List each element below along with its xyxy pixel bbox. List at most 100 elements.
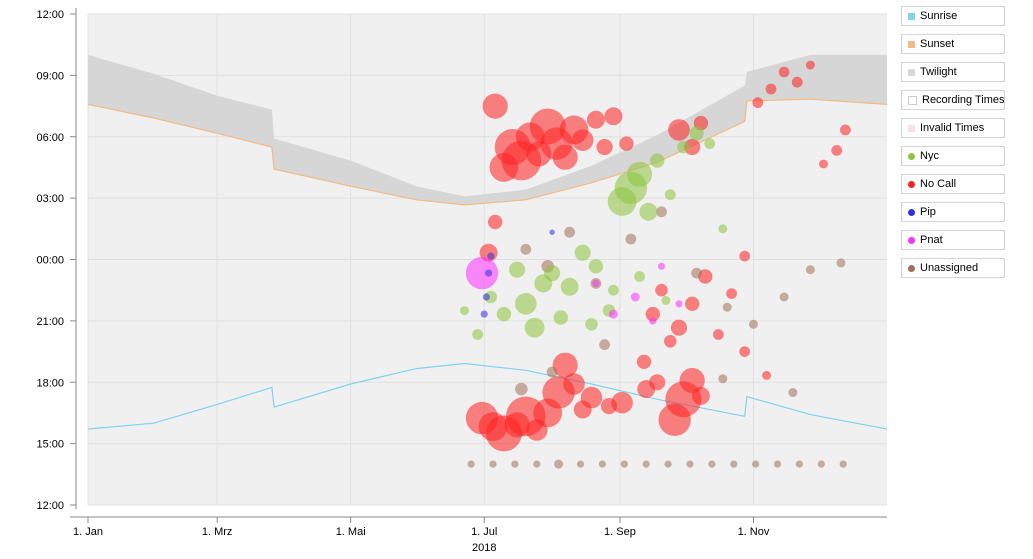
legend-item-pip[interactable]: Pip <box>901 202 1005 222</box>
point-nyc <box>704 138 716 150</box>
point-unassigned <box>642 460 650 468</box>
y-tick-label: 12:00 <box>36 9 64 21</box>
point-nyc <box>689 126 704 141</box>
point-nyc <box>588 259 604 274</box>
point-no-call <box>563 373 585 395</box>
point-pnat <box>630 292 640 302</box>
legend-label: Unassigned <box>920 262 979 274</box>
point-nyc <box>718 224 728 234</box>
legend-label: Pip <box>920 206 936 218</box>
point-pnat <box>465 256 499 290</box>
legend-item-unassigned[interactable]: Unassigned <box>901 258 1005 278</box>
point-unassigned <box>749 319 758 329</box>
point-nyc <box>574 244 591 261</box>
axes: 12:00 09:00 06:00 03:00 00:00 21:00 18:00 15:00… <box>36 9 769 554</box>
point-pip <box>487 252 495 260</box>
point-pip <box>480 310 488 318</box>
point-unassigned <box>546 366 558 378</box>
point-unassigned <box>620 460 628 468</box>
point-pip <box>549 229 555 235</box>
legend-label: Recording Times <box>922 94 1004 106</box>
point-no-call <box>668 119 690 141</box>
x-tick-label: 1. Mai <box>336 526 366 538</box>
point-unassigned <box>718 374 728 384</box>
point-unassigned <box>533 460 541 468</box>
legend-label: Sunset <box>920 38 955 50</box>
point-no-call <box>552 352 578 378</box>
point-no-call <box>840 124 851 136</box>
point-no-call <box>679 367 705 394</box>
point-no-call <box>819 159 828 169</box>
legend-swatch <box>908 68 915 76</box>
legend-item-recording-times[interactable]: Recording Times <box>901 90 1005 110</box>
legend-item-no-call[interactable]: No Call <box>901 174 1005 194</box>
legend-swatch <box>908 180 915 188</box>
point-pip <box>482 293 490 301</box>
sun-lines <box>87 98 888 430</box>
point-no-call <box>713 329 724 340</box>
point-no-call <box>611 391 633 414</box>
point-unassigned <box>773 460 782 468</box>
point-no-call <box>762 370 772 380</box>
legend-swatch <box>908 12 915 20</box>
legend-swatch <box>908 152 915 160</box>
point-no-call <box>552 144 578 170</box>
legend-label: Sunrise <box>920 10 958 22</box>
point-nyc <box>627 161 653 187</box>
y-tick-label: 12:00 <box>36 500 64 512</box>
legend-label: Invalid Times <box>920 122 985 134</box>
legend-swatch <box>908 208 915 216</box>
point-no-call <box>645 306 660 322</box>
legend-label: Nyc <box>920 150 939 162</box>
legend-item-sunrise[interactable]: Sunrise <box>901 6 1005 26</box>
legend-item-invalid-times[interactable]: Invalid Times <box>901 118 1005 138</box>
point-nyc <box>508 261 526 278</box>
point-no-call <box>765 83 777 95</box>
x-tick-label: 1. Nov <box>738 526 770 538</box>
point-nyc <box>585 318 598 331</box>
point-no-call <box>670 319 688 336</box>
point-unassigned <box>598 460 607 468</box>
point-unassigned <box>515 382 528 396</box>
legend-item-nyc[interactable]: Nyc <box>901 146 1005 166</box>
legend: Sunrise Sunset Twilight Recording Times Inva… <box>901 6 1005 286</box>
x-tick-label: 1. Sep <box>604 526 636 538</box>
point-no-call <box>488 214 503 230</box>
point-no-call <box>752 97 764 109</box>
point-unassigned <box>805 265 815 275</box>
point-no-call <box>805 60 815 70</box>
point-unassigned <box>599 339 610 351</box>
point-no-call <box>739 346 751 357</box>
point-nyc <box>650 153 665 168</box>
legend-item-twilight[interactable]: Twilight <box>901 62 1005 82</box>
point-no-call <box>482 93 508 119</box>
point-nyc <box>544 265 561 282</box>
point-unassigned <box>708 460 716 468</box>
x-tick-label: 1. Jan <box>73 526 103 538</box>
point-no-call <box>831 145 843 156</box>
point-no-call <box>586 110 605 129</box>
point-no-call <box>685 296 700 311</box>
y-tick-label: 18:00 <box>36 377 64 389</box>
y-tick-label: 00:00 <box>36 255 64 267</box>
legend-item-pnat[interactable]: Pnat <box>901 230 1005 250</box>
legend-label: No Call <box>920 178 957 190</box>
point-nyc <box>472 329 483 340</box>
twilight-band <box>88 54 887 205</box>
y-tick-label: 15:00 <box>36 439 64 451</box>
point-no-call <box>571 129 594 151</box>
point-no-call <box>604 107 623 126</box>
legend-label: Twilight <box>920 66 957 78</box>
point-no-call <box>726 288 737 299</box>
point-no-call <box>636 354 652 369</box>
legend-item-sunset[interactable]: Sunset <box>901 34 1005 54</box>
point-unassigned <box>795 460 804 468</box>
point-pnat <box>649 317 657 325</box>
point-unassigned <box>752 460 760 468</box>
point-pip <box>485 269 493 277</box>
point-unassigned <box>788 388 798 397</box>
point-unassigned <box>554 459 564 469</box>
point-nyc <box>496 306 512 322</box>
point-unassigned <box>839 460 847 468</box>
